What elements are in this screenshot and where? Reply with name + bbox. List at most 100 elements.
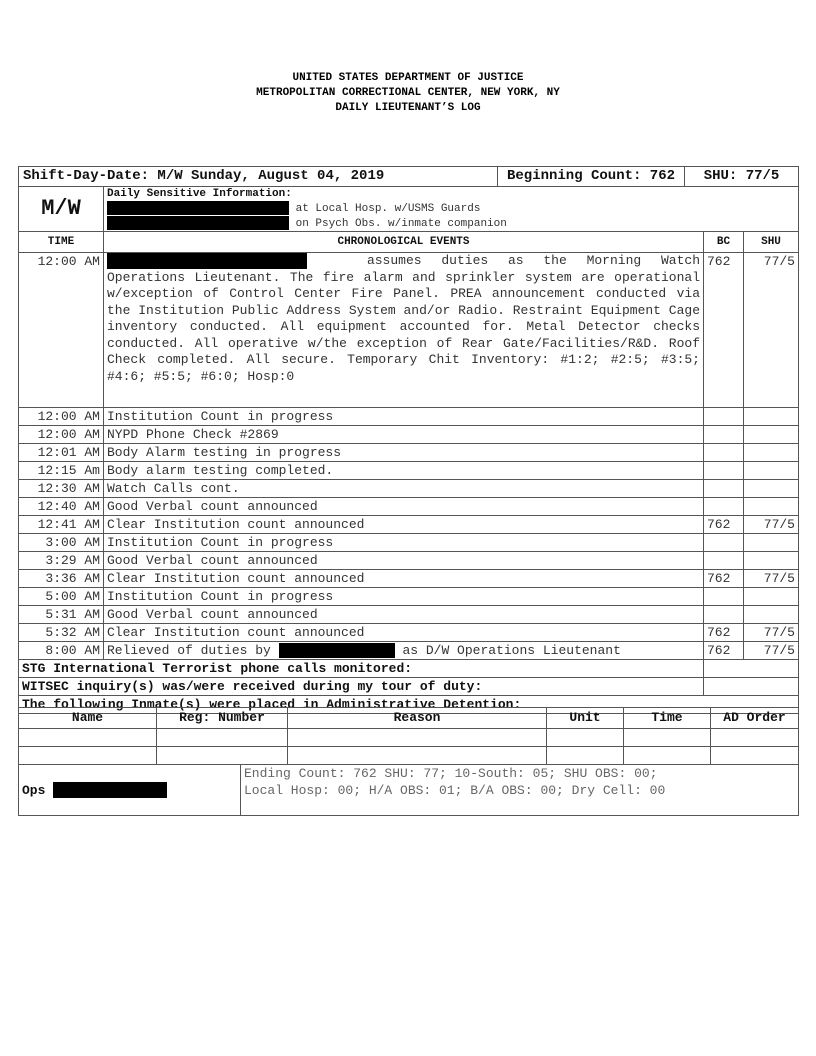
event-text: Institution Count in progress [103, 533, 704, 552]
ad-col-order: AD Order [710, 707, 799, 729]
col-time: TIME [18, 231, 104, 253]
stg-calls: STG International Terrorist phone calls … [18, 659, 704, 678]
event-shu: 77/5 [743, 252, 799, 408]
header-line-3: DAILY LIEUTENANT’S LOG [335, 102, 481, 114]
event-time: 12:41 AM [18, 515, 104, 534]
event-bc: 762 [703, 569, 744, 588]
ending-line-2: Local Hosp: 00; H/A OBS: 01; B/A OBS: 00… [244, 783, 666, 798]
col-shu: SHU [743, 231, 799, 253]
sensitive-info: Daily Sensitive Information: at Local Ho… [103, 186, 799, 232]
event-shu [743, 407, 799, 426]
ad-col-unit: Unit [546, 707, 624, 729]
event-shu [743, 497, 799, 516]
event-time: 12:15 Am [18, 461, 104, 480]
ending-line-1: Ending Count: 762 SHU: 77; 10-South: 05;… [244, 766, 658, 781]
event-bc: 762 [703, 515, 744, 534]
ad-col-time: Time [623, 707, 711, 729]
event-shu: 77/5 [743, 569, 799, 588]
event-row: 12:00 AM Institution Count in progress [18, 407, 799, 426]
event-time: 3:00 AM [18, 533, 104, 552]
event-shu [743, 479, 799, 498]
event-text: NYPD Phone Check #2869 [103, 425, 704, 444]
event-shu [743, 443, 799, 462]
witsec-inquiry: WITSEC inquiry(s) was/were received duri… [18, 677, 704, 696]
ad-col-reason: Reason [287, 707, 547, 729]
sensitive-line-1: at Local Hosp. w/USMS Guards [295, 202, 481, 215]
event-text: Good Verbal count announced [103, 605, 704, 624]
event-text: Body Alarm testing in progress [103, 443, 704, 462]
redaction [107, 253, 307, 269]
event-bc: 762 [703, 623, 744, 642]
redaction [53, 782, 168, 799]
col-events: CHRONOLOGICAL EVENTS [103, 231, 704, 253]
event-row: 12:40 AM Good Verbal count announced [18, 497, 799, 516]
event-bc [703, 533, 744, 552]
event-time: 3:29 AM [18, 551, 104, 570]
header-line-1: UNITED STATES DEPARTMENT OF JUSTICE [292, 72, 524, 84]
event-text: assumes duties as the Morning Watch Oper… [103, 252, 704, 408]
ad-table: Name Reg: Number Reason Unit Time AD Ord… [18, 707, 799, 765]
event-shu [743, 425, 799, 444]
event-shu [743, 587, 799, 606]
ad-row [18, 746, 799, 765]
event-bc [703, 443, 744, 462]
event-row: 12:00 AM NYPD Phone Check #2869 [18, 425, 799, 444]
event-row: 3:00 AM Institution Count in progress [18, 533, 799, 552]
event-row: 12:01 AM Body Alarm testing in progress [18, 443, 799, 462]
event-time: 5:00 AM [18, 587, 104, 606]
event-text: Clear Institution count announced [103, 623, 704, 642]
event-text: Body alarm testing completed. [103, 461, 704, 480]
ad-col-name: Name [18, 707, 157, 729]
event-time: 12:40 AM [18, 497, 104, 516]
event-time: 12:00 AM [18, 407, 104, 426]
event-time: 5:32 AM [18, 623, 104, 642]
ops-signature: Ops [18, 764, 241, 816]
col-bc: BC [703, 231, 744, 253]
header-line-2: METROPOLITAN CORRECTIONAL CENTER, NEW YO… [256, 87, 560, 99]
event-row: 12:15 Am Body alarm testing completed. [18, 461, 799, 480]
shift-day-date: Shift-Day-Date: M/W Sunday, August 04, 2… [20, 167, 498, 186]
event-time: 8:00 AM [18, 641, 104, 660]
beginning-count: Beginning Count: 762 [498, 167, 685, 186]
ad-col-reg: Reg: Number [156, 707, 288, 729]
event-shu: 77/5 [743, 515, 799, 534]
redaction [107, 201, 289, 215]
event-row: 12:41 AM Clear Institution count announce… [18, 515, 799, 534]
event-shu [743, 551, 799, 570]
event-body: Operations Lieutenant. The fire alarm an… [107, 269, 700, 384]
event-bc [703, 479, 744, 498]
event-row: 5:31 AM Good Verbal count announced [18, 605, 799, 624]
event-time: 12:00 AM [18, 252, 104, 408]
event-row: 3:36 AM Clear Institution count announced… [18, 569, 799, 588]
redaction [278, 643, 395, 659]
event-bc [703, 605, 744, 624]
event-shu [743, 533, 799, 552]
shu-count: SHU: 77/5 [703, 168, 780, 184]
event-text: Institution Count in progress [103, 587, 704, 606]
document-header: UNITED STATES DEPARTMENT OF JUSTICE METR… [0, 71, 816, 116]
event-bc [703, 587, 744, 606]
event-text: Clear Institution count announced [103, 515, 704, 534]
event-shu: 77/5 [743, 623, 799, 642]
event-row: 5:00 AM Institution Count in progress [18, 587, 799, 606]
event-row: 12:30 AM Watch Calls cont. [18, 479, 799, 498]
event-time: 3:36 AM [18, 569, 104, 588]
event-text: Watch Calls cont. [103, 479, 704, 498]
event-text: Good Verbal count announced [103, 497, 704, 516]
redaction [107, 215, 289, 230]
event-row: 3:29 AM Good Verbal count announced [18, 551, 799, 570]
log-table: Shift-Day-Date: M/W Sunday, August 04, 2… [18, 166, 799, 714]
event-bc: 762 [703, 252, 744, 408]
event-row: 5:32 AM Clear Institution count announced… [18, 623, 799, 642]
event-time: 12:01 AM [18, 443, 104, 462]
event-bc [703, 497, 744, 516]
ad-row [18, 728, 799, 747]
event-bc [703, 407, 744, 426]
event-bc: 762 [703, 641, 744, 660]
sensitive-label: Daily Sensitive Information: [107, 188, 292, 200]
event-text: Relieved of duties by as D/W Operations … [103, 641, 704, 660]
event-bc [703, 461, 744, 480]
event-shu [743, 605, 799, 624]
event-time: 12:00 AM [18, 425, 104, 444]
